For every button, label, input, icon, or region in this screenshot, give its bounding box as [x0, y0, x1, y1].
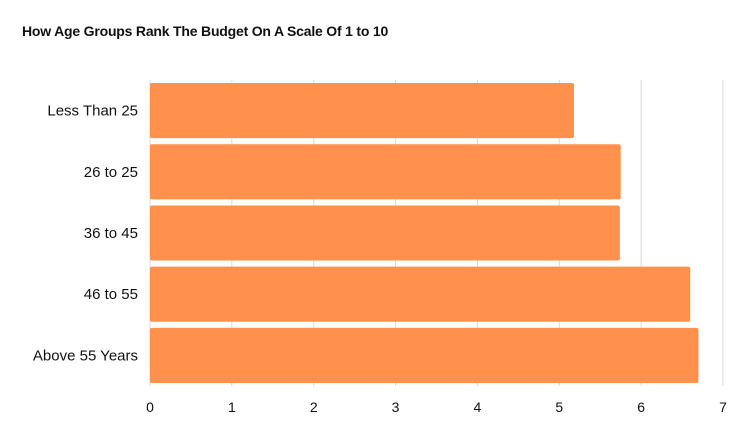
category-label: 46 to 55 — [84, 286, 138, 303]
bar — [150, 205, 620, 261]
x-tick-label: 7 — [719, 399, 727, 415]
bar — [150, 144, 621, 200]
x-tick-label: 1 — [228, 399, 236, 415]
category-label: Above 55 Years — [33, 347, 138, 364]
x-tick-label: 3 — [392, 399, 400, 415]
bar — [150, 327, 699, 383]
bar — [150, 83, 575, 139]
bar — [150, 266, 691, 322]
x-tick-label: 5 — [555, 399, 563, 415]
x-tick-label: 2 — [310, 399, 318, 415]
x-tick-label: 6 — [637, 399, 645, 415]
chart-title: How Age Groups Rank The Budget On A Scal… — [22, 23, 389, 39]
category-label: 26 to 25 — [84, 164, 138, 181]
category-label: 36 to 45 — [84, 225, 138, 242]
x-tick-label: 4 — [474, 399, 482, 415]
category-label: Less Than 25 — [47, 103, 138, 120]
x-tick-label: 0 — [146, 399, 154, 415]
